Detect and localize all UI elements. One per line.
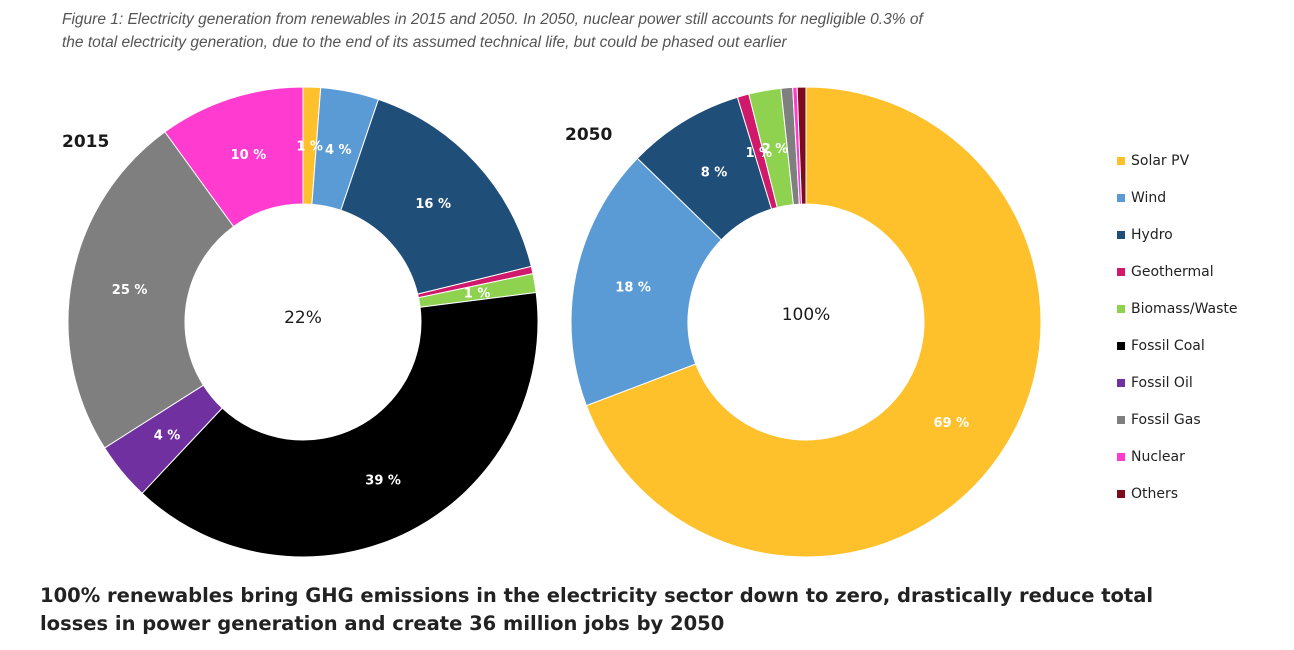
slice-label-2015-solar-pv: 1 % [296,140,323,155]
legend-swatch-solar-pv [1117,156,1125,165]
center-label-2050: 100% [782,305,831,325]
legend-swatch-fossil-coal [1117,341,1125,350]
slice-2050-others [796,86,807,205]
slice-2015-nuclear [164,86,304,228]
donut-chart-2015: 2015 1 % 4 %16 %1 %39 %4 %25 %10 % 22% [62,86,539,558]
footnote: 100% renewables bring GHG emissions in t… [40,582,1270,638]
slice-label-2015-nuclear: 10 % [231,148,267,163]
caption-line-2: the total electricity generation, due to… [62,34,787,51]
legend-swatch-nuclear [1117,452,1125,461]
slice-label-2015-hydro: 16 % [415,197,451,212]
slice-label-2050-hydro: 8 % [701,165,728,180]
legend-label-geothermal: Geothermal [1131,263,1214,280]
legend-item-geothermal: Geothermal [1117,253,1292,290]
slices-2015 [67,86,539,558]
slice-label-2015-fossil-gas: 25 % [112,283,148,298]
footnote-line-2: losses in power generation and create 36… [40,612,725,635]
slice-labels-2050: 69 % 18 % 8 % 1 %2 % [615,142,969,431]
slice-label-2050-biomass-waste: 2 % [762,142,789,157]
slice-label-2015-wind: 4 % [325,143,352,158]
legend-item-fossil-oil: Fossil Oil [1117,364,1292,401]
slice-label-2015-fossil-oil: 4 % [154,429,181,444]
legend-swatch-fossil-oil [1117,378,1125,387]
slice-2015-fossil-coal [141,291,539,558]
footnote-line-1: 100% renewables bring GHG emissions in t… [40,584,1154,607]
legend-label-wind: Wind [1131,189,1167,206]
slice-label-2050-solar-pv: 69 % [934,416,970,431]
legend-swatch-wind [1117,193,1125,202]
legend-item-fossil-gas: Fossil Gas [1117,401,1292,438]
legend-label-fossil-gas: Fossil Gas [1131,411,1201,428]
chart-title-2015: 2015 [62,132,109,152]
legend-swatch-others [1117,489,1125,498]
legend-label-hydro: Hydro [1131,226,1173,243]
legend-swatch-geothermal [1117,267,1125,276]
legend-swatch-fossil-gas [1117,415,1125,424]
donut-chart-2050: 2050 69 % 18 % 8 % 1 %2 % 100% [565,86,1042,558]
slice-2050-solar-pv [585,86,1042,558]
legend-label-fossil-coal: Fossil Coal [1131,337,1205,354]
legend-swatch-biomass-waste [1117,304,1125,313]
legend-label-others: Others [1131,485,1179,502]
legend-label-solar-pv: Solar PV [1131,152,1190,169]
legend-label-fossil-oil: Fossil Oil [1131,374,1193,391]
slice-label-2050-geothermal: 1 % [745,146,772,161]
legend: Solar PV Wind Hydro Geothermal Biomass/Waste… [1117,142,1292,512]
legend-item-solar-pv: Solar PV [1117,142,1292,179]
legend-item-others: Others [1117,475,1292,512]
legend-label-nuclear: Nuclear [1131,448,1185,465]
slice-label-2050-wind: 18 % [615,280,651,295]
center-label-2015: 22% [284,308,322,328]
slice-label-2015-biomass-waste: 1 % [464,287,491,302]
caption-line-1: Figure 1: Electricity generation from re… [62,11,923,28]
legend-item-biomass-waste: Biomass/Waste [1117,290,1292,327]
legend-swatch-hydro [1117,230,1125,239]
legend-item-hydro: Hydro [1117,216,1292,253]
chart-title-2050: 2050 [565,125,612,145]
legend-item-fossil-coal: Fossil Coal [1117,327,1292,364]
legend-item-wind: Wind [1117,179,1292,216]
figure-caption: Figure 1: Electricity generation from re… [62,8,1212,54]
slice-labels-2015: 1 % 4 %16 %1 %39 %4 %25 %10 % [112,140,491,489]
slices-2050 [570,86,1042,558]
legend-item-nuclear: Nuclear [1117,438,1292,475]
slice-2015-fossil-gas [67,131,235,449]
legend-label-biomass-waste: Biomass/Waste [1131,300,1238,317]
slice-2050-wind [570,157,723,407]
slice-label-2015-fossil-coal: 39 % [365,473,401,488]
slice-2015-hydro [340,98,532,295]
